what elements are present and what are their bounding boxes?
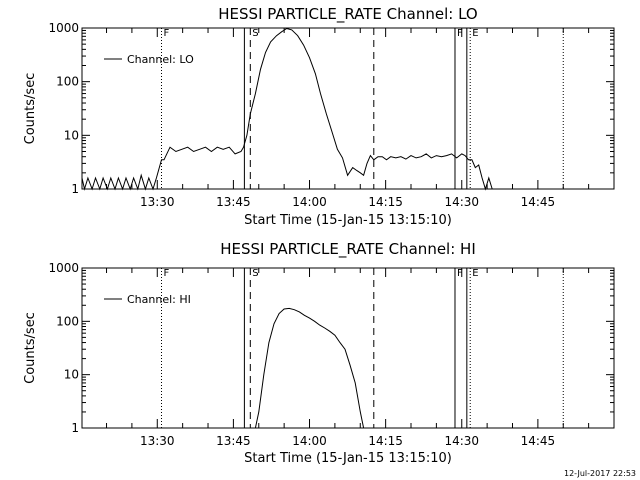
y-axis-label: Counts/sec — [23, 73, 38, 145]
chart-title: HESSI PARTICLE_RATE Channel: LO — [218, 5, 477, 24]
x-tick-label: 14:15 — [368, 434, 403, 448]
series-line — [254, 307, 365, 429]
x-tick-label: 14:30 — [444, 434, 479, 448]
y-tick-label: 1 — [71, 182, 79, 196]
y-tick-label: 100 — [56, 75, 79, 89]
marker-label: S — [252, 268, 258, 279]
plot-frame — [81, 267, 615, 429]
y-tick-label: 100 — [56, 314, 79, 328]
hi-channel-panel: HESSI PARTICLE_RATE Channel: HI 1 10 100 100… — [23, 240, 615, 466]
marker-label: E — [472, 28, 478, 39]
x-axis-label: Start Time (15-Jan-15 13:15:10) — [244, 451, 452, 466]
x-tick-label: 14:45 — [521, 434, 556, 448]
marker-label: F — [457, 28, 463, 39]
y-tick-label: 10 — [64, 128, 79, 142]
legend-label: Channel: LO — [127, 53, 194, 66]
footer-timestamp: 12-Jul-2017 22:53 — [564, 469, 636, 478]
x-tick-label: 14:00 — [292, 195, 327, 209]
marker-label: F — [164, 28, 170, 39]
y-tick-label: 1000 — [48, 21, 79, 35]
marker-label: F — [164, 268, 170, 279]
x-tick-label: 13:30 — [140, 434, 175, 448]
x-tick-label: 13:45 — [216, 195, 251, 209]
marker-label: E — [472, 268, 478, 279]
y-tick-label: 10 — [64, 368, 79, 382]
x-tick-label: 14:45 — [521, 195, 556, 209]
y-tick-label: 1 — [71, 421, 79, 435]
y-tick-label: 1000 — [48, 261, 79, 275]
chart-title: HESSI PARTICLE_RATE Channel: HI — [220, 240, 476, 259]
x-tick-label: 14:15 — [368, 195, 403, 209]
marker-label: S — [252, 28, 258, 39]
y-axis-label: Counts/sec — [23, 312, 38, 384]
legend-label: Channel: HI — [127, 293, 191, 306]
x-tick-label: 13:30 — [140, 195, 175, 209]
x-tick-label: 13:45 — [216, 434, 251, 448]
x-tick-label: 14:00 — [292, 434, 327, 448]
marker-label: F — [457, 268, 463, 279]
plot-frame — [81, 27, 615, 190]
series-line — [81, 27, 493, 191]
x-axis-label: Start Time (15-Jan-15 13:15:10) — [244, 213, 452, 228]
lo-channel-panel: HESSI PARTICLE_RATE Channel: LO 1 10 100 100… — [23, 5, 615, 228]
x-tick-label: 14:30 — [444, 195, 479, 209]
